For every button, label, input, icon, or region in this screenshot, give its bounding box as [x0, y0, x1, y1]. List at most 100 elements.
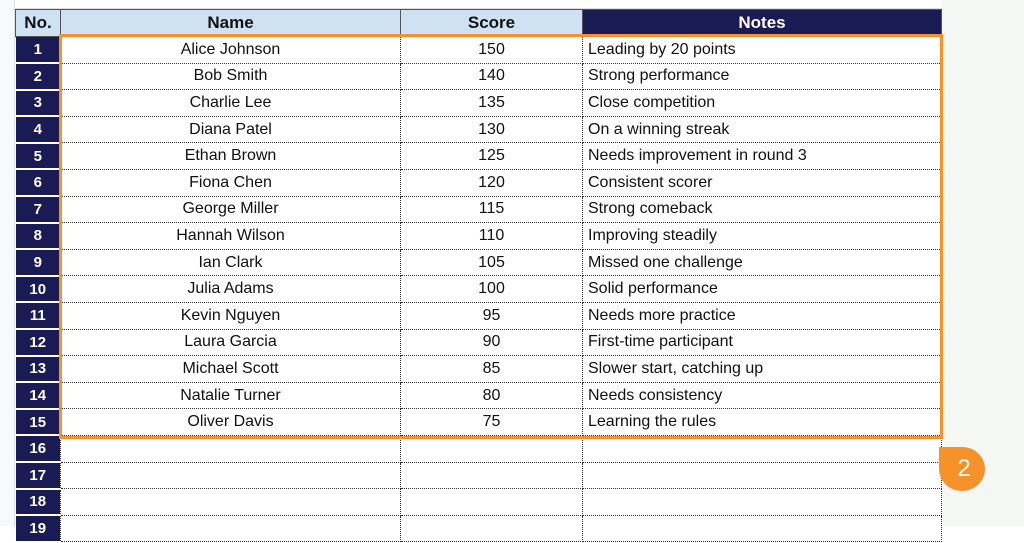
- cell-notes[interactable]: Slower start, catching up: [582, 355, 942, 383]
- cell-no[interactable]: 4: [15, 116, 61, 144]
- cell-no[interactable]: 2: [15, 63, 61, 91]
- cell-notes[interactable]: Leading by 20 points: [582, 36, 942, 64]
- cell-name[interactable]: George Miller: [60, 196, 401, 224]
- cell-no[interactable]: 14: [15, 382, 61, 410]
- cell-score[interactable]: [400, 515, 583, 543]
- cell-score[interactable]: 85: [400, 355, 583, 383]
- cell-score[interactable]: 130: [400, 116, 583, 144]
- cell-score[interactable]: 150: [400, 36, 583, 64]
- cell-no[interactable]: 12: [15, 329, 61, 357]
- cell-score[interactable]: [400, 488, 583, 516]
- table-row: 17: [15, 462, 942, 490]
- cell-name[interactable]: Fiona Chen: [60, 169, 401, 197]
- table-row: 7 George Miller 115 Strong comeback: [15, 196, 942, 224]
- table-row: 15 Oliver Davis 75 Learning the rules: [15, 408, 942, 437]
- cell-notes[interactable]: Strong performance: [582, 63, 942, 91]
- cell-notes[interactable]: Improving steadily: [582, 222, 942, 250]
- cell-name[interactable]: Diana Patel: [60, 116, 401, 144]
- table-row: 9 Ian Clark 105 Missed one challenge: [15, 249, 942, 277]
- cell-no[interactable]: 18: [15, 488, 61, 517]
- cell-name[interactable]: Oliver Davis: [60, 408, 401, 436]
- cell-score[interactable]: 90: [400, 329, 583, 357]
- cell-name[interactable]: Alice Johnson: [60, 36, 401, 64]
- cell-no[interactable]: 3: [15, 89, 61, 118]
- table-row: 11 Kevin Nguyen 95 Needs more practice: [15, 302, 942, 331]
- cell-no[interactable]: 13: [15, 355, 61, 384]
- cell-score[interactable]: [400, 462, 583, 490]
- cell-notes[interactable]: Close competition: [582, 89, 942, 117]
- cell-notes[interactable]: Strong comeback: [582, 196, 942, 224]
- cell-score[interactable]: 100: [400, 275, 583, 303]
- header-notes[interactable]: Notes: [582, 9, 942, 37]
- cell-no[interactable]: 9: [15, 249, 61, 277]
- cell-no[interactable]: 17: [15, 462, 61, 490]
- cell-score[interactable]: 135: [400, 89, 583, 117]
- cell-no[interactable]: 10: [15, 275, 61, 304]
- header-no[interactable]: No.: [15, 9, 61, 37]
- cell-score[interactable]: 95: [400, 302, 583, 330]
- cell-notes[interactable]: Needs consistency: [582, 382, 942, 410]
- cell-no[interactable]: 19: [15, 515, 61, 543]
- cell-name[interactable]: Ethan Brown: [60, 142, 401, 170]
- cell-score[interactable]: 140: [400, 63, 583, 91]
- cell-no[interactable]: 8: [15, 222, 61, 251]
- header-name[interactable]: Name: [60, 9, 401, 37]
- table-row: 8 Hannah Wilson 110 Improving steadily: [15, 222, 942, 251]
- cell-score[interactable]: 80: [400, 382, 583, 410]
- table-row: 18: [15, 488, 942, 517]
- table-row: 4 Diana Patel 130 On a winning streak: [15, 116, 942, 144]
- cell-no[interactable]: 6: [15, 169, 61, 198]
- cell-name[interactable]: Laura Garcia: [60, 329, 401, 357]
- table-row: 19: [15, 515, 942, 543]
- cell-notes[interactable]: Consistent scorer: [582, 169, 942, 197]
- cell-name[interactable]: Michael Scott: [60, 355, 401, 383]
- cell-score[interactable]: [400, 435, 583, 463]
- table-row: 14 Natalie Turner 80 Needs consistency: [15, 382, 942, 410]
- cell-notes[interactable]: Needs more practice: [582, 302, 942, 330]
- cell-name[interactable]: [60, 462, 401, 490]
- cell-notes[interactable]: Solid performance: [582, 275, 942, 303]
- cell-name[interactable]: Kevin Nguyen: [60, 302, 401, 330]
- cell-score[interactable]: 115: [400, 196, 583, 224]
- cell-name[interactable]: [60, 435, 401, 463]
- cell-name[interactable]: [60, 488, 401, 516]
- cell-score[interactable]: 110: [400, 222, 583, 250]
- table-row: 13 Michael Scott 85 Slower start, catching …: [15, 355, 942, 384]
- cell-notes[interactable]: Missed one challenge: [582, 249, 942, 277]
- table-row: 1 Alice Johnson 150 Leading by 20 points: [15, 36, 942, 65]
- table-row: 5 Ethan Brown 125 Needs improvement in roun…: [15, 142, 942, 171]
- cell-name[interactable]: Bob Smith: [60, 63, 401, 91]
- table-row: 6 Fiona Chen 120 Consistent scorer: [15, 169, 942, 198]
- cell-notes[interactable]: First-time participant: [582, 329, 942, 357]
- cell-name[interactable]: Ian Clark: [60, 249, 401, 277]
- step-badge: 2: [939, 447, 985, 491]
- table-row: 10 Julia Adams 100 Solid performance: [15, 275, 942, 304]
- cell-name[interactable]: Charlie Lee: [60, 89, 401, 117]
- cell-notes[interactable]: [582, 462, 942, 490]
- cell-score[interactable]: 105: [400, 249, 583, 277]
- cell-no[interactable]: 7: [15, 196, 61, 224]
- cell-no[interactable]: 15: [15, 408, 61, 437]
- cell-score[interactable]: 120: [400, 169, 583, 197]
- cell-notes[interactable]: [582, 435, 942, 463]
- cell-no[interactable]: 11: [15, 302, 61, 331]
- cell-score[interactable]: 125: [400, 142, 583, 170]
- cell-score[interactable]: 75: [400, 408, 583, 436]
- cell-name[interactable]: [60, 515, 401, 543]
- cell-notes[interactable]: Needs improvement in round 3: [582, 142, 942, 170]
- cell-notes[interactable]: [582, 488, 942, 516]
- cell-name[interactable]: Julia Adams: [60, 275, 401, 303]
- header-score[interactable]: Score: [400, 9, 583, 37]
- cell-no[interactable]: 5: [15, 142, 61, 171]
- sheet-background: [941, 0, 1024, 526]
- cell-name[interactable]: Hannah Wilson: [60, 222, 401, 250]
- table-row: 16: [15, 435, 942, 463]
- table-row: 3 Charlie Lee 135 Close competition: [15, 89, 942, 118]
- score-table: No. Name Score Notes 1 Alice Johnson 150 Le…: [15, 9, 942, 543]
- cell-name[interactable]: Natalie Turner: [60, 382, 401, 410]
- cell-notes[interactable]: On a winning streak: [582, 116, 942, 144]
- cell-no[interactable]: 16: [15, 435, 61, 463]
- cell-notes[interactable]: Learning the rules: [582, 408, 942, 436]
- cell-no[interactable]: 1: [15, 36, 61, 65]
- cell-notes[interactable]: [582, 515, 942, 543]
